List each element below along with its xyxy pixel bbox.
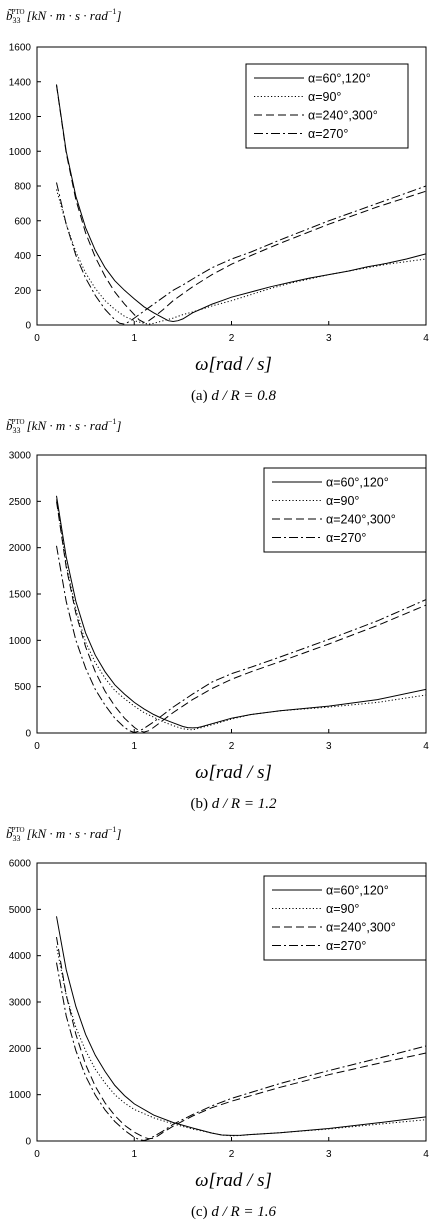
y-tick-label: 2500 bbox=[9, 497, 32, 508]
x-tick-label: 4 bbox=[423, 333, 429, 344]
chart-panel-1: b̃33PTO [kN · m · s · rad−1] 0 200 400 600 800… bbox=[6, 7, 429, 404]
y-tick-label: 0 bbox=[25, 729, 31, 740]
legend-label: α=240°,300° bbox=[326, 513, 396, 527]
legend-label: α=90° bbox=[326, 902, 359, 916]
legend: α=60°,120° α=90° α=240°,300° α=270° bbox=[245, 63, 409, 149]
x-tick-label: 1 bbox=[131, 1149, 137, 1160]
series-line-60-120 bbox=[56, 916, 426, 1136]
x-tick-label: 4 bbox=[423, 1149, 429, 1160]
x-tick-label: 3 bbox=[326, 333, 332, 344]
x-axis-label: ω[rad / s] bbox=[195, 762, 272, 783]
chart-panel-2: b̃33PTO [kN · m · s · rad−1] 0 500 1000 1500 2… bbox=[6, 417, 429, 812]
y-tick-label: 600 bbox=[14, 216, 31, 227]
series-line-240-300 bbox=[56, 937, 426, 1140]
series-line-90 bbox=[56, 189, 426, 325]
y-tick-label: 1000 bbox=[9, 1090, 32, 1101]
x-tick-label: 2 bbox=[229, 333, 235, 344]
legend-label: α=60°,120° bbox=[326, 476, 389, 490]
legend-label: α=240°,300° bbox=[308, 109, 378, 123]
series-line-240-300 bbox=[56, 85, 426, 323]
y-axis-label: b̃33PTO [kN · m · s · rad−1] bbox=[6, 825, 121, 843]
x-axis-label: ω[rad / s] bbox=[195, 1170, 272, 1191]
y-tick-label: 2000 bbox=[9, 543, 32, 554]
y-tick-label: 500 bbox=[14, 682, 31, 693]
y-tick-label: 0 bbox=[25, 1137, 31, 1148]
y-tick-label: 6000 bbox=[9, 859, 32, 870]
x-tick-label: 0 bbox=[34, 1149, 40, 1160]
y-tick-label: 1000 bbox=[9, 636, 32, 647]
legend-label: α=90° bbox=[326, 494, 359, 508]
series-line-60-120 bbox=[56, 495, 426, 729]
legend-label: α=270° bbox=[326, 939, 366, 953]
legend: α=60°,120° α=90° α=240°,300° α=270° bbox=[263, 875, 427, 961]
series-line-270 bbox=[56, 182, 426, 325]
y-tick-label: 4000 bbox=[9, 951, 32, 962]
y-tick-label: 2000 bbox=[9, 1044, 32, 1055]
series-line-270 bbox=[56, 962, 426, 1141]
y-tick-label: 3000 bbox=[9, 998, 32, 1009]
panel-caption: (b) d / R = 1.2 bbox=[191, 796, 277, 812]
legend-label: α=90° bbox=[308, 90, 341, 104]
y-tick-label: 1400 bbox=[9, 77, 32, 88]
x-tick-label: 0 bbox=[34, 333, 40, 344]
legend-label: α=270° bbox=[308, 127, 348, 141]
x-tick-label: 4 bbox=[423, 741, 429, 752]
x-tick-label: 1 bbox=[131, 333, 137, 344]
series-line-90 bbox=[56, 499, 426, 731]
legend-label: α=60°,120° bbox=[308, 72, 371, 86]
x-tick-label: 3 bbox=[326, 1149, 332, 1160]
panel-caption: (c) d / R = 1.6 bbox=[191, 1204, 277, 1220]
y-axis-label: b̃33PTO [kN · m · s · rad−1] bbox=[6, 417, 121, 435]
y-tick-label: 1200 bbox=[9, 112, 32, 123]
series-line-240-300 bbox=[56, 501, 426, 733]
y-tick-label: 1500 bbox=[9, 590, 32, 601]
series-line-270 bbox=[56, 545, 426, 733]
legend-label: α=60°,120° bbox=[326, 884, 389, 898]
x-tick-label: 1 bbox=[131, 741, 137, 752]
y-tick-label: 0 bbox=[25, 321, 31, 332]
panel-caption: (a) d / R = 0.8 bbox=[191, 388, 277, 404]
series-line-60-120 bbox=[56, 84, 426, 323]
x-axis-label: ω[rad / s] bbox=[195, 354, 272, 375]
y-tick-label: 800 bbox=[14, 182, 31, 193]
x-tick-label: 3 bbox=[326, 741, 332, 752]
y-tick-label: 3000 bbox=[9, 451, 32, 462]
y-tick-label: 5000 bbox=[9, 905, 32, 916]
x-tick-label: 2 bbox=[229, 1149, 235, 1160]
chart-panel-3: b̃33PTO [kN · m · s · rad−1] 0 1000 2000 3000… bbox=[6, 825, 429, 1220]
legend: α=60°,120° α=90° α=240°,300° α=270° bbox=[263, 467, 427, 553]
series-line-90 bbox=[56, 946, 426, 1137]
x-tick-label: 2 bbox=[229, 741, 235, 752]
y-tick-label: 1600 bbox=[9, 43, 32, 54]
y-tick-label: 1000 bbox=[9, 147, 32, 158]
y-tick-label: 400 bbox=[14, 251, 31, 262]
legend-label: α=270° bbox=[326, 531, 366, 545]
legend-label: α=240°,300° bbox=[326, 921, 396, 935]
y-tick-label: 200 bbox=[14, 286, 31, 297]
y-axis-label: b̃33PTO [kN · m · s · rad−1] bbox=[6, 7, 121, 25]
x-tick-label: 0 bbox=[34, 741, 40, 752]
